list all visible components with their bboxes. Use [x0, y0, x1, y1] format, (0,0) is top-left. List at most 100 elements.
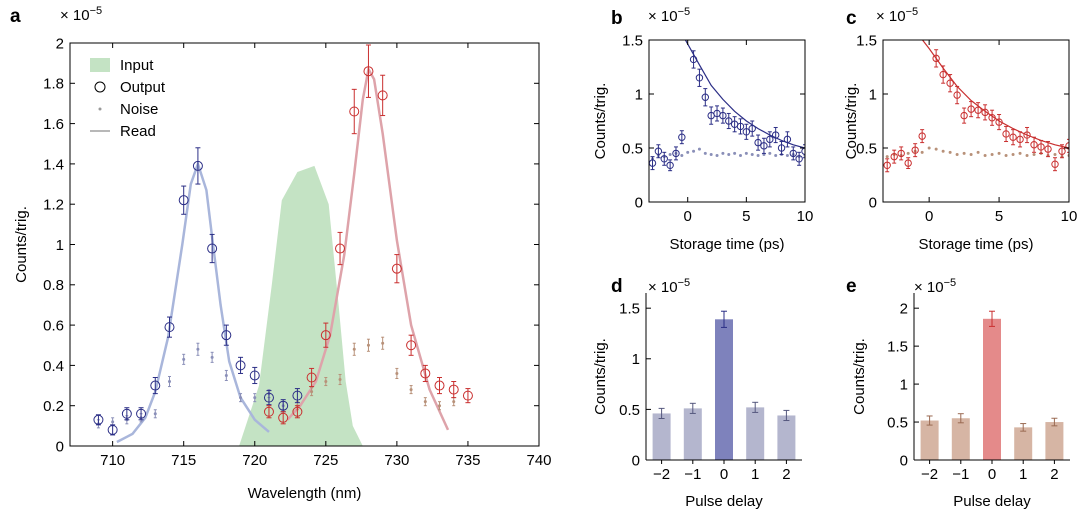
noise-point — [750, 152, 754, 156]
exponent-power: −5 — [678, 6, 691, 18]
noise-point — [715, 154, 719, 158]
y-tick-label: 0.8 — [43, 277, 64, 294]
noise-red-point — [352, 347, 356, 351]
noise-point — [948, 150, 952, 154]
bar — [1045, 422, 1064, 460]
y-tick-label: 1.5 — [856, 32, 877, 49]
noise-point — [733, 151, 737, 155]
panel-e-chart: −2 −1 0 1 2 0 0.5 1 1.5 2 e × 10−5 Pulse delay Counts… — [846, 276, 1070, 510]
noise-point — [934, 147, 938, 151]
noise-red-point — [423, 400, 427, 404]
noise-blue-point — [239, 396, 243, 400]
output-blue-point — [164, 322, 175, 333]
output-blue-point — [178, 195, 189, 206]
exponent-label: × 10−5 — [648, 6, 690, 25]
noise-point — [1018, 151, 1022, 155]
exponential-fit-line — [921, 40, 1069, 149]
output-red-point — [363, 66, 374, 77]
noise-point — [1053, 152, 1057, 156]
x-axis-label: Storage time (ps) — [669, 236, 784, 253]
noise-point — [990, 152, 994, 156]
signal-point — [967, 105, 975, 113]
bar — [652, 413, 671, 460]
x-axis-label: Storage time (ps) — [918, 236, 1033, 253]
output-red-point — [391, 263, 402, 274]
x-tick-label: 730 — [384, 452, 409, 469]
noise-point — [962, 151, 966, 155]
output-blue-point — [221, 330, 232, 341]
y-axis-label: Counts/trig. — [13, 206, 30, 283]
x-tick-label: 10 — [797, 208, 814, 225]
noise-point — [955, 152, 959, 156]
signal-point — [897, 149, 905, 158]
x-tick-label: −2 — [653, 466, 670, 483]
output-red-point — [320, 330, 331, 341]
y-tick-label: 0 — [632, 452, 640, 469]
output-red-point — [349, 106, 360, 117]
signal-point — [932, 54, 940, 63]
y-tick-label: 1.4 — [43, 156, 64, 173]
exponent-label: × 10−5 — [876, 6, 918, 25]
y-tick-label: 1 — [56, 237, 64, 254]
output-red-point — [406, 340, 417, 351]
signal-point — [654, 147, 663, 155]
signal-point — [1009, 133, 1017, 141]
output-blue-point — [150, 380, 161, 391]
noise-point — [1032, 152, 1036, 156]
bar — [920, 420, 939, 460]
noise-point — [941, 149, 945, 153]
noise-point — [768, 151, 772, 155]
signal-point — [754, 138, 762, 147]
noise-point — [1004, 154, 1008, 158]
legend-output-marker — [94, 81, 106, 93]
output-red-point — [462, 390, 473, 401]
signal-point — [1037, 143, 1045, 151]
signal-point — [1002, 130, 1010, 138]
output-blue-point — [107, 424, 118, 435]
plot-frame — [882, 39, 1070, 203]
y-axis-label: Counts/trig. — [851, 338, 868, 415]
x-tick-label: 725 — [313, 452, 338, 469]
x-tick-label: 1 — [1019, 466, 1027, 483]
exponent-power: −5 — [906, 6, 919, 18]
signal-point — [719, 111, 727, 120]
output-blue-point — [278, 400, 289, 411]
x-axis-label: Pulse delay — [685, 493, 763, 510]
plot-area — [649, 40, 805, 172]
output-red-point — [448, 384, 459, 395]
x-tick-label: 0 — [684, 208, 692, 225]
x-tick-label: −2 — [921, 466, 938, 483]
output-blue-point — [192, 160, 203, 171]
read-spectrum-red-line — [286, 65, 450, 431]
panel-label: a — [10, 6, 21, 27]
signal-point — [701, 93, 710, 101]
signal-point — [953, 91, 961, 99]
signal-point — [883, 161, 891, 169]
y-tick-label: 1 — [635, 86, 643, 103]
exponent-power: −5 — [944, 277, 957, 289]
noise-point — [709, 152, 713, 156]
x-tick-label: 5 — [995, 208, 1003, 225]
noise-red-point — [366, 343, 370, 347]
x-tick-label: 720 — [242, 452, 267, 469]
x-tick-label: 0 — [925, 208, 933, 225]
bar — [715, 319, 733, 460]
x-tick-label: 2 — [782, 466, 790, 483]
signal-point — [960, 111, 968, 120]
noise-point — [969, 152, 973, 156]
noise-point — [906, 151, 910, 155]
signal-point — [1058, 147, 1066, 155]
signal-point — [689, 55, 698, 64]
noise-red-point — [381, 341, 385, 345]
noise-red-point — [324, 380, 328, 384]
y-tick-label: 0.5 — [856, 140, 877, 157]
signal-point — [981, 108, 989, 117]
x-tick-label: 715 — [171, 452, 196, 469]
panel-b-chart: 0 0.5 1 1.5 0 5 10 b × 10−5 Storage time (ps) Coun… — [592, 6, 813, 253]
y-tick-label: 0.5 — [887, 414, 908, 431]
output-blue-point — [235, 360, 246, 371]
output-red-point — [377, 90, 388, 101]
noise-point — [668, 152, 672, 156]
bar — [1014, 427, 1033, 460]
noise-red-point — [438, 404, 442, 408]
